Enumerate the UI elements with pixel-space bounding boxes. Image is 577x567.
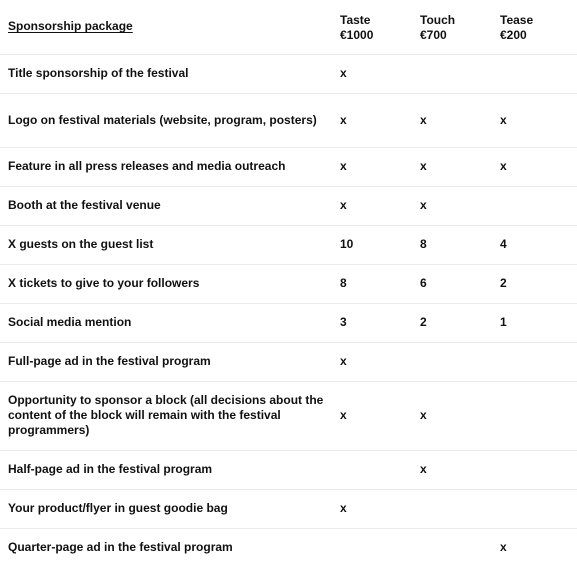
tease-value-cell [492, 54, 577, 94]
table-row: Logo on festival materials (website, pro… [0, 93, 577, 148]
touch-value-cell: 8 [412, 225, 492, 265]
feature-cell: Full-page ad in the festival program [0, 342, 332, 382]
tier-taste-header: Taste €1000 [332, 0, 412, 55]
taste-value-cell: 8 [332, 264, 412, 304]
tier-price: €200 [500, 28, 527, 42]
table-row: Feature in all press releases and media … [0, 147, 577, 187]
tease-value-cell [492, 489, 577, 529]
tease-value-cell: x [492, 147, 577, 187]
touch-value-cell: x [412, 186, 492, 226]
touch-value-cell: 6 [412, 264, 492, 304]
tease-value-cell [492, 450, 577, 490]
table-row: Half-page ad in the festival program x [0, 450, 577, 490]
tier-price: €1000 [340, 28, 374, 42]
header-feature-cell: Sponsorship package [0, 0, 332, 55]
feature-cell: Half-page ad in the festival program [0, 450, 332, 490]
tier-touch-header: Touch €700 [412, 0, 492, 55]
table-row: Title sponsorship of the festival x [0, 54, 577, 94]
table-row: Quarter-page ad in the festival program … [0, 528, 577, 567]
table-row: Booth at the festival venue x x [0, 186, 577, 226]
feature-cell: Opportunity to sponsor a block (all deci… [0, 381, 332, 451]
tier-name: Touch [420, 13, 456, 27]
tease-value-cell: x [492, 93, 577, 148]
taste-value-cell: x [332, 489, 412, 529]
table-row: X tickets to give to your followers 8 6 … [0, 264, 577, 304]
feature-cell: Quarter-page ad in the festival program [0, 528, 332, 567]
touch-value-cell [412, 342, 492, 382]
taste-value-cell: 10 [332, 225, 412, 265]
feature-cell: Social media mention [0, 303, 332, 343]
tier-name: Taste [340, 13, 371, 27]
taste-value-cell [332, 528, 412, 567]
table-row: Your product/flyer in guest goodie bag x [0, 489, 577, 529]
table-header-row: Sponsorship package Taste €1000 Touch €7… [0, 0, 577, 55]
touch-value-cell: x [412, 450, 492, 490]
touch-value-cell: x [412, 93, 492, 148]
table-row: X guests on the guest list 10 8 4 [0, 225, 577, 265]
touch-value-cell [412, 528, 492, 567]
touch-value-cell: x [412, 381, 492, 451]
feature-cell: Feature in all press releases and media … [0, 147, 332, 187]
tier-price: €700 [420, 28, 447, 42]
tease-value-cell: 4 [492, 225, 577, 265]
taste-value-cell: x [332, 93, 412, 148]
feature-cell: Booth at the festival venue [0, 186, 332, 226]
taste-value-cell: 3 [332, 303, 412, 343]
touch-value-cell: x [412, 147, 492, 187]
taste-value-cell: x [332, 381, 412, 451]
taste-value-cell: x [332, 342, 412, 382]
tease-value-cell: 2 [492, 264, 577, 304]
feature-cell: Your product/flyer in guest goodie bag [0, 489, 332, 529]
taste-value-cell: x [332, 186, 412, 226]
tease-value-cell [492, 186, 577, 226]
tier-tease-header: Tease €200 [492, 0, 577, 55]
tier-name: Tease [500, 13, 534, 27]
package-title: Sponsorship package [8, 19, 133, 34]
tease-value-cell: 1 [492, 303, 577, 343]
feature-cell: Title sponsorship of the festival [0, 54, 332, 94]
touch-value-cell: 2 [412, 303, 492, 343]
touch-value-cell [412, 54, 492, 94]
tease-value-cell [492, 342, 577, 382]
taste-value-cell: x [332, 54, 412, 94]
table-row: Full-page ad in the festival program x [0, 342, 577, 382]
table-row: Opportunity to sponsor a block (all deci… [0, 381, 577, 451]
touch-value-cell [412, 489, 492, 529]
tease-value-cell [492, 381, 577, 451]
tease-value-cell: x [492, 528, 577, 567]
feature-cell: X tickets to give to your followers [0, 264, 332, 304]
taste-value-cell: x [332, 147, 412, 187]
taste-value-cell [332, 450, 412, 490]
table-row: Social media mention 3 2 1 [0, 303, 577, 343]
feature-cell: Logo on festival materials (website, pro… [0, 93, 332, 148]
feature-cell: X guests on the guest list [0, 225, 332, 265]
